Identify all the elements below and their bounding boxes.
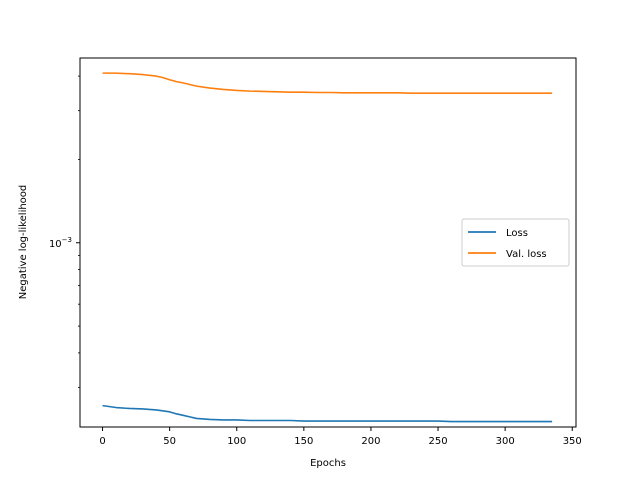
x-tick-label: 200	[361, 436, 380, 447]
series-layer	[102, 72, 553, 423]
series-line-loss	[102, 404, 553, 423]
x-tick-label: 50	[163, 436, 176, 447]
series-line-val-loss	[102, 72, 553, 94]
x-tick-label: 300	[496, 436, 515, 447]
x-tick-label: 250	[428, 436, 447, 447]
x-axis-label: Epochs	[310, 458, 346, 469]
legend-label: Val. loss	[506, 249, 547, 260]
x-tick-label: 350	[563, 436, 582, 447]
x-tick-label: 150	[294, 436, 313, 447]
x-axis-ticks: 0 50 100 150 200 250 300 350	[99, 427, 582, 447]
y-tick-label: 10−3	[49, 236, 72, 250]
y-axis-label: Negative log-likelihood	[18, 185, 29, 300]
legend-label: Loss	[506, 228, 528, 239]
x-tick-label: 0	[99, 436, 105, 447]
legend-box	[461, 218, 570, 267]
y-axis-ticks: 10−3	[49, 75, 80, 388]
legend: Loss Val. loss	[461, 218, 570, 267]
x-tick-label: 100	[227, 436, 246, 447]
